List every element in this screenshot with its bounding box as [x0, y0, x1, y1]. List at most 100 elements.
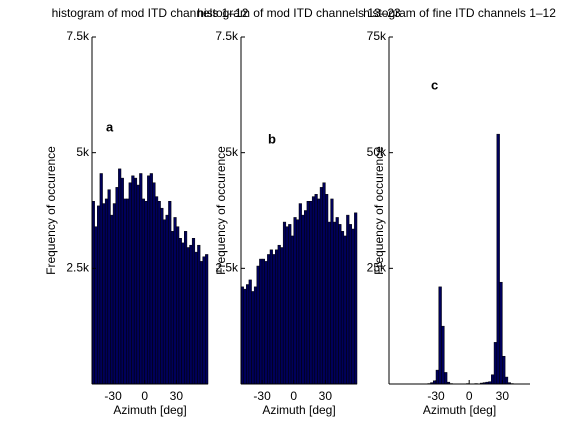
bar — [139, 173, 143, 385]
bar — [110, 214, 114, 385]
bar — [141, 198, 145, 385]
bar — [189, 244, 193, 385]
bar — [147, 175, 151, 385]
bar — [246, 284, 250, 385]
bar — [99, 173, 103, 385]
bar — [144, 200, 148, 385]
bar — [311, 196, 316, 385]
bar — [267, 254, 271, 385]
y-tick-label: 2.5k — [66, 261, 90, 275]
bar — [333, 221, 337, 385]
x-tick-label: 30 — [496, 389, 510, 403]
bar — [438, 286, 442, 385]
bar — [123, 198, 127, 385]
bar — [348, 224, 352, 385]
chart-title: histogram of fine ITD channels 1–12 — [363, 6, 556, 20]
x-tick-label: -30 — [427, 389, 445, 403]
bar — [340, 231, 345, 385]
bar — [94, 226, 98, 385]
chart-title: histogram of mod ITD channels 1–12 — [52, 6, 249, 20]
annotation: c — [431, 77, 438, 92]
bar — [251, 291, 255, 385]
bar — [131, 175, 135, 385]
x-axis-label: Azimuth [deg] — [423, 403, 496, 417]
bar — [253, 286, 258, 385]
y-tick-label: 50k — [367, 145, 387, 159]
bar — [306, 200, 310, 385]
bar — [157, 200, 161, 385]
bar — [165, 214, 169, 385]
y-tick-label: 7.5k — [215, 29, 239, 43]
bar — [170, 231, 174, 385]
bar — [269, 249, 273, 385]
bar — [97, 205, 101, 385]
bar — [191, 238, 196, 385]
bar — [309, 200, 313, 385]
bar — [491, 374, 495, 385]
bar — [354, 212, 358, 385]
bar — [493, 342, 498, 385]
y-tick-label: 2.5k — [215, 261, 239, 275]
bar — [248, 279, 252, 385]
bar — [102, 203, 106, 385]
y-tick-label: 75k — [367, 29, 387, 43]
y-axis-label: Frequency of occurence — [214, 146, 228, 275]
bar — [178, 238, 182, 385]
annotation: a — [106, 119, 114, 134]
bar — [202, 256, 206, 385]
bar — [155, 196, 159, 385]
x-tick-label: 30 — [170, 389, 184, 403]
bar — [256, 265, 260, 385]
y-tick-label: 5k — [225, 145, 239, 159]
y-axis-label: Frequency of occurence — [44, 146, 58, 275]
y-axis-label: Frequency of occurence — [372, 146, 386, 275]
bar — [322, 182, 326, 385]
x-tick-label: 30 — [319, 389, 333, 403]
bar — [290, 235, 294, 385]
bar — [441, 325, 445, 385]
bar — [317, 198, 321, 385]
bar — [136, 184, 140, 385]
bar — [118, 168, 122, 385]
y-tick-label: 25k — [367, 261, 387, 275]
bar — [133, 177, 138, 385]
bar — [104, 198, 109, 385]
chart-title: histogram of mod ITD channels 13–23 — [197, 6, 401, 20]
bar — [261, 258, 265, 385]
bar — [277, 244, 281, 385]
bar — [285, 226, 289, 385]
bar — [288, 224, 292, 385]
bar — [330, 198, 334, 385]
bar — [162, 219, 167, 385]
bar — [184, 231, 188, 385]
y-tick-label: 5k — [76, 145, 90, 159]
bar — [346, 214, 350, 385]
bar — [149, 173, 153, 385]
bar — [496, 133, 500, 385]
bar — [338, 224, 342, 385]
bar — [194, 251, 198, 385]
bar — [112, 203, 116, 385]
bar — [160, 207, 164, 385]
bar — [293, 217, 297, 385]
bar — [296, 219, 300, 385]
bar — [319, 187, 323, 385]
bar — [304, 210, 308, 385]
bar — [205, 254, 209, 385]
bar — [282, 221, 287, 385]
bar — [264, 261, 268, 385]
bar — [327, 221, 331, 385]
x-tick-label: 0 — [290, 389, 297, 403]
bar — [168, 200, 172, 385]
bar — [275, 249, 279, 385]
bar — [272, 254, 276, 385]
bar — [504, 376, 509, 385]
bar — [325, 194, 329, 385]
bar — [259, 258, 263, 385]
bar — [301, 214, 305, 385]
bar — [314, 194, 318, 385]
bar — [298, 203, 302, 385]
bar — [444, 372, 448, 385]
bar — [343, 235, 347, 385]
